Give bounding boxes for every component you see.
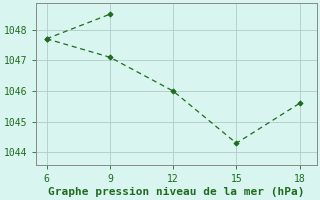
X-axis label: Graphe pression niveau de la mer (hPa): Graphe pression niveau de la mer (hPa) (48, 186, 305, 197)
